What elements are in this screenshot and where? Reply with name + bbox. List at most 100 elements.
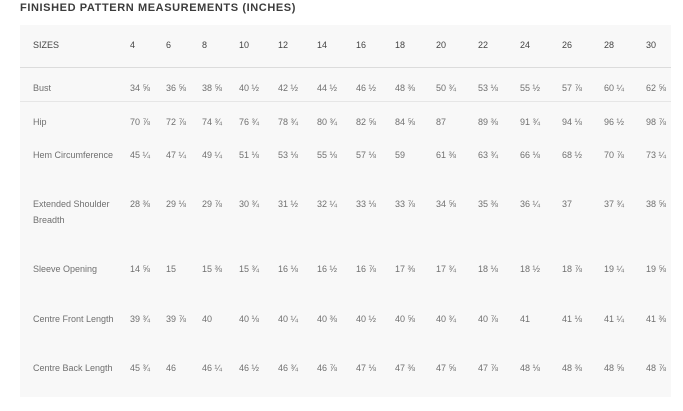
cell-value: 46 ½ (239, 363, 260, 373)
header-size-16: 16 (356, 40, 367, 50)
table-row: Hem Circumference 45 ¼ 47 ¼ 49 ¼ 51 ⅛ 53 ⅛ 55 … (20, 135, 671, 184)
cell-value: 55 ½ (520, 82, 541, 93)
cell-value: 46 ¾ (278, 363, 299, 373)
cell-value: 42 ½ (278, 82, 299, 93)
page-title: FINISHED PATTERN MEASUREMENTS (INCHES) (20, 2, 297, 14)
cell-value: 37 (562, 199, 573, 209)
cell-value: 94 ⅛ (562, 116, 583, 127)
cell-value: 48 ⅜ (562, 363, 583, 373)
cell-value: 18 ½ (520, 264, 541, 274)
cell-value: 33 ⅛ (356, 199, 377, 209)
cell-value: 47 ⅜ (395, 363, 416, 373)
cell-value: 96 ½ (604, 116, 625, 127)
header-size-4: 4 (130, 40, 136, 50)
cell-value: 63 ¾ (478, 150, 499, 160)
cell-value: 57 ⅛ (356, 150, 377, 160)
table-row: Bust 34 ⅝ 36 ⅝ 38 ⅝ 40 ½ 42 ½ 44 ½ 46 ½ 48 ⅜ 50 ¾… (20, 67, 671, 101)
cell-value: 40 ⅞ (478, 314, 499, 324)
cell-value: 46 ½ (356, 82, 377, 93)
header-size-18: 18 (395, 40, 406, 50)
header-size-22: 22 (478, 40, 489, 50)
header-size-10: 10 (239, 40, 250, 50)
cell-value: 73 ¼ (646, 150, 667, 160)
cell-value: 28 ⅜ (130, 199, 151, 209)
cell-value: 51 ⅛ (239, 150, 260, 160)
cell-value: 72 ⅞ (166, 116, 187, 127)
cell-value: 84 ⅝ (395, 116, 416, 127)
header-size-26: 26 (562, 40, 573, 50)
cell-value: 76 ¾ (239, 116, 260, 127)
cell-value: 40 ¼ (278, 314, 299, 324)
cell-value: 48 ⅞ (646, 363, 667, 373)
cell-value: 40 ⅛ (239, 314, 260, 324)
cell-value: 16 ⅛ (278, 264, 299, 274)
cell-value: 16 ½ (317, 264, 338, 274)
table-row: Hip 70 ⅞ 72 ⅞ 74 ¾ 76 ¾ 78 ¾ 80 ¾ 82 ⅝ 84 ⅝ 87 89 … (20, 101, 671, 135)
cell-value: 44 ½ (317, 82, 338, 93)
cell-value: 41 ¼ (604, 314, 625, 324)
cell-value: 70 ⅞ (604, 150, 625, 160)
cell-value: 50 ¾ (436, 82, 457, 93)
cell-value: 17 ¾ (436, 264, 457, 274)
cell-value: 53 ⅛ (478, 82, 499, 93)
header-size-30: 30 (646, 40, 657, 50)
cell-value: 34 ⅝ (436, 199, 457, 209)
cell-value: 16 ⅞ (356, 264, 377, 274)
cell-value: 40 ½ (239, 82, 260, 93)
cell-value: 87 (436, 116, 447, 127)
cell-value: 15 ⅜ (202, 264, 223, 274)
cell-value: 41 ⅛ (562, 314, 583, 324)
cell-value: 29 ⅛ (166, 199, 187, 209)
table-row: Centre Front Length 39 ¾ 39 ⅞ 40 40 ⅛ 40 ¼ 40 … (20, 299, 671, 348)
row-label: Hip (33, 116, 47, 127)
cell-value: 47 ⅞ (478, 363, 499, 373)
cell-value: 31 ½ (278, 199, 299, 209)
cell-value: 60 ¼ (604, 82, 625, 93)
header-size-24: 24 (520, 40, 531, 50)
cell-value: 34 ⅝ (130, 82, 151, 93)
cell-value: 57 ⅞ (562, 82, 583, 93)
cell-value: 91 ¾ (520, 116, 541, 127)
cell-value: 38 ⅝ (202, 82, 223, 93)
cell-value: 15 ¾ (239, 264, 260, 274)
cell-value: 36 ¼ (520, 199, 541, 209)
header-sizes: SIZES (33, 40, 60, 50)
cell-value: 82 ⅝ (356, 116, 377, 127)
cell-value: 39 ⅞ (166, 314, 187, 324)
cell-value: 47 ¼ (166, 150, 187, 160)
header-size-6: 6 (166, 40, 172, 50)
cell-value: 18 ⅛ (478, 264, 499, 274)
cell-value: 48 ⅜ (395, 82, 416, 93)
cell-value: 46 (166, 363, 177, 373)
cell-value: 80 ¾ (317, 116, 338, 127)
row-label: Extended Shoulder Breadth (33, 199, 110, 225)
cell-value: 53 ⅛ (278, 150, 299, 160)
cell-value: 59 (395, 150, 406, 160)
cell-value: 48 ⅛ (520, 363, 541, 373)
cell-value: 33 ⅞ (395, 199, 416, 209)
cell-value: 46 ⅞ (317, 363, 338, 373)
cell-value: 48 ⅝ (604, 363, 625, 373)
cell-value: 78 ¾ (278, 116, 299, 127)
cell-value: 41 ⅜ (646, 314, 667, 324)
table-row: Centre Back Length 45 ¾ 46 46 ¼ 46 ½ 46 ¾ 46 ⅞… (20, 348, 671, 398)
row-label: Bust (33, 82, 52, 93)
cell-value: 74 ¾ (202, 116, 223, 127)
cell-value: 39 ¾ (130, 314, 151, 324)
cell-value: 18 ⅞ (562, 264, 583, 274)
cell-value: 47 ⅝ (436, 363, 457, 373)
cell-value: 19 ⅝ (646, 264, 667, 274)
header-size-20: 20 (436, 40, 447, 50)
cell-value: 40 ⅜ (317, 314, 338, 324)
table-row: Extended Shoulder Breadth 28 ⅜ 29 ⅛ 29 ⅞ 30 … (20, 184, 671, 249)
header-size-8: 8 (202, 40, 208, 50)
cell-value: 30 ¾ (239, 199, 260, 209)
header-size-28: 28 (604, 40, 615, 50)
row-label: Centre Back Length (33, 363, 113, 373)
header-size-12: 12 (278, 40, 289, 50)
cell-value: 40 ⅝ (395, 314, 416, 324)
cell-value: 36 ⅝ (166, 82, 187, 93)
cell-value: 37 ¾ (604, 199, 625, 209)
cell-value: 68 ½ (562, 150, 583, 160)
